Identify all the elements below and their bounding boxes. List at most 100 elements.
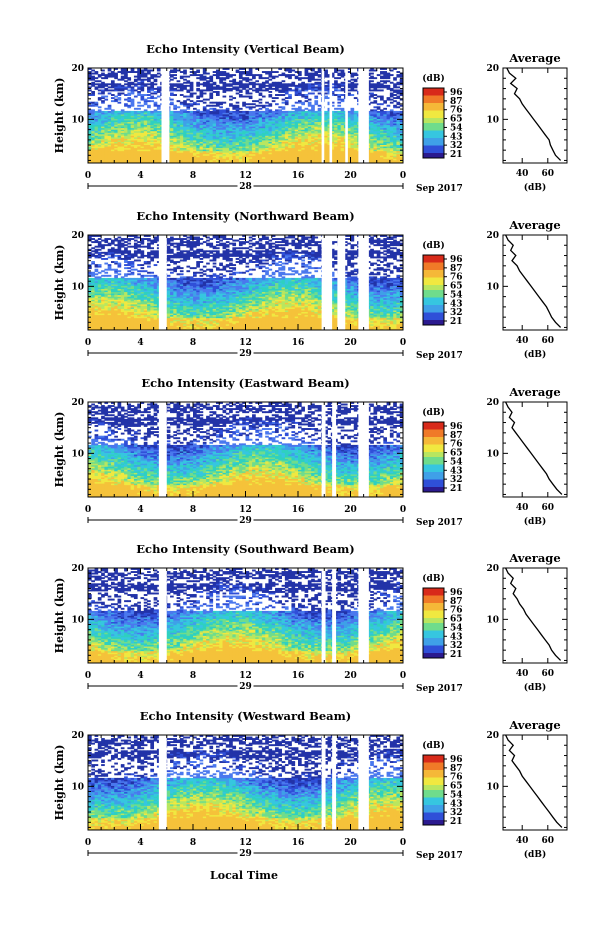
- heatmap-cell: [284, 110, 289, 113]
- heatmap-cell: [301, 112, 305, 115]
- heatmap-cell: [143, 136, 148, 139]
- heatmap-cell: [137, 68, 141, 70]
- heatmap-cell: [219, 123, 223, 126]
- heatmap-cell: [275, 83, 279, 86]
- heatmap-cell: [284, 156, 289, 159]
- heatmap-cell: [120, 69, 125, 72]
- heatmap-cell: [199, 144, 204, 147]
- heatmap-cell: [225, 158, 230, 161]
- heatmap-cell: [383, 144, 387, 147]
- heatmap-cell: [120, 121, 125, 124]
- heatmap-cell: [284, 115, 289, 118]
- heatmap-cell: [330, 140, 335, 142]
- heatmap-cell: [288, 135, 292, 138]
- heatmap-cell: [275, 155, 279, 158]
- heatmap-cell: [120, 328, 125, 330]
- heatmap-cell: [179, 132, 184, 135]
- heatmap-cell: [350, 117, 355, 119]
- colorbar-segment: [423, 105, 444, 109]
- heatmap-cell: [107, 149, 112, 152]
- heatmap-cell: [199, 121, 204, 124]
- heatmap-cell: [373, 113, 378, 116]
- heatmap-cell: [393, 135, 397, 138]
- heatmap-cell: [147, 120, 151, 123]
- heatmap-cell: [301, 84, 305, 87]
- heatmap-cell: [386, 110, 391, 113]
- heatmap-cell: [347, 149, 351, 152]
- heatmap-cell: [183, 123, 187, 126]
- heatmap-cell: [258, 77, 263, 80]
- heatmap-cell: [170, 152, 174, 155]
- heatmap-cell: [114, 124, 118, 127]
- heatmap-cell: [222, 81, 227, 84]
- heatmap-cell: [193, 115, 197, 118]
- heatmap-cell: [124, 117, 128, 119]
- heatmap-cell: [147, 80, 151, 83]
- heatmap-cell: [324, 156, 328, 159]
- heatmap-cell: [153, 113, 158, 116]
- heatmap-cell: [202, 117, 207, 119]
- heatmap-cell: [248, 87, 253, 90]
- heatmap-cell: [265, 104, 269, 107]
- heatmap-cell: [229, 133, 233, 136]
- heatmap-cell: [380, 127, 384, 130]
- heatmap-cell: [137, 83, 141, 86]
- heatmap-cell: [202, 136, 207, 139]
- heatmap-cell: [156, 147, 161, 150]
- heatmap-cell: [301, 124, 305, 127]
- heatmap-cell: [107, 115, 112, 118]
- heatmap-cell: [255, 90, 260, 93]
- heatmap-cell: [202, 123, 207, 126]
- heatmap-cell: [88, 328, 92, 330]
- heatmap-cell: [304, 133, 309, 136]
- heatmap-cell: [206, 150, 210, 153]
- heatmap-cell: [107, 112, 112, 115]
- heatmap-cell: [232, 130, 237, 133]
- heatmap-cell: [140, 80, 145, 83]
- heatmap-cell: [196, 81, 200, 84]
- heatmap-cell: [133, 143, 138, 146]
- heatmap-cell: [353, 152, 358, 155]
- heatmap-cell: [258, 101, 263, 104]
- heatmap-cell: [215, 135, 220, 138]
- heatmap-cell: [219, 159, 223, 162]
- heatmap-cell: [101, 123, 105, 126]
- heatmap-cell: [347, 152, 351, 155]
- heatmap-cell: [337, 129, 342, 132]
- heatmap-cell: [370, 117, 374, 119]
- heatmap-cell: [317, 124, 322, 127]
- heatmap-cell: [353, 86, 358, 89]
- heatmap-cell: [258, 124, 263, 127]
- heatmap-cell: [311, 112, 315, 115]
- heatmap-cell: [389, 147, 394, 150]
- heatmap-cell: [337, 126, 342, 129]
- heatmap-cell: [370, 112, 374, 115]
- heatmap-cell: [343, 325, 348, 328]
- heatmap-cell: [222, 144, 227, 147]
- heatmap-cell: [288, 74, 292, 77]
- heatmap-cell: [298, 141, 302, 144]
- heatmap-cell: [140, 98, 145, 101]
- heatmap-cell: [386, 87, 391, 90]
- heatmap-cell: [258, 143, 263, 146]
- heatmap-cell: [334, 123, 338, 126]
- heatmap-cell: [284, 126, 289, 129]
- heatmap-cell: [380, 130, 384, 133]
- heatmap-cell: [235, 158, 240, 161]
- heatmap-cell: [389, 136, 394, 139]
- heatmap-cell: [396, 83, 401, 86]
- heatmap-cell: [130, 130, 135, 133]
- heatmap-cell: [399, 153, 403, 156]
- heatmap-cell: [340, 147, 345, 150]
- heatmap-cell: [232, 129, 237, 132]
- data-gap: [161, 68, 170, 163]
- heatmap-cell: [399, 89, 403, 92]
- heatmap-cell: [307, 123, 312, 126]
- heatmap-cell: [275, 109, 279, 112]
- heatmap-cell: [261, 126, 266, 129]
- heatmap-cell: [101, 72, 105, 75]
- heatmap-cell: [120, 143, 125, 146]
- heatmap-cell: [380, 86, 384, 89]
- heatmap-cell: [291, 69, 296, 72]
- heatmap-cell: [94, 103, 99, 106]
